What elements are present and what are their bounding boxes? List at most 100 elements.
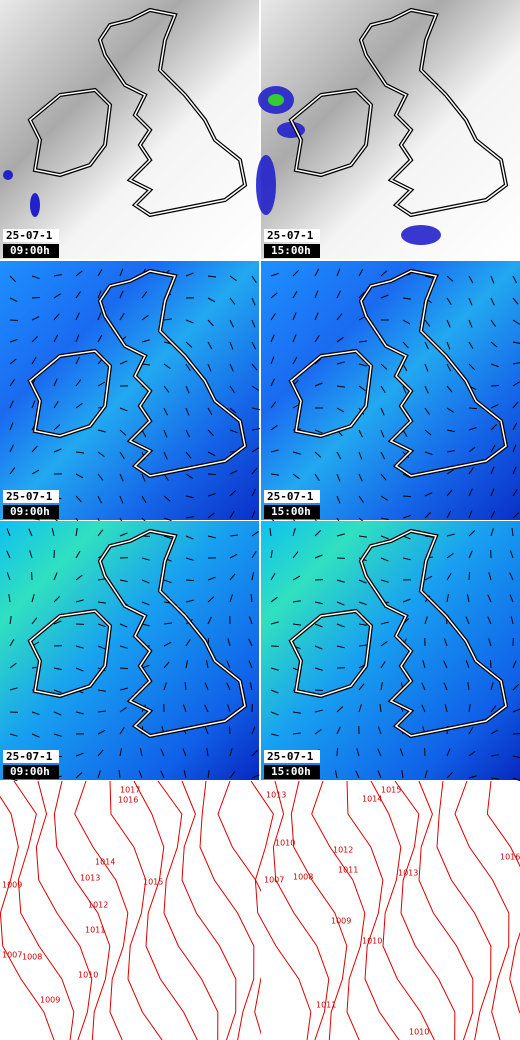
wind-arrow <box>468 363 475 371</box>
isobar-label: 1012 <box>333 846 353 855</box>
wind-arrow <box>336 579 345 583</box>
wind-arrow <box>207 493 216 497</box>
wind-arrow <box>97 290 102 299</box>
wind-arrow <box>53 620 62 625</box>
wind-arrow <box>251 726 256 735</box>
wind-arrow <box>446 771 453 779</box>
rain-cell <box>3 170 13 180</box>
wind-arrow <box>468 341 474 350</box>
wind-arrow <box>97 645 106 650</box>
wind-arrow <box>377 770 382 779</box>
wind-arrow <box>97 312 102 321</box>
isobar-label: 1008 <box>293 873 313 882</box>
wind-arrow <box>119 429 127 436</box>
wind-arrow <box>336 268 341 277</box>
wind-arrow <box>9 297 18 302</box>
isobar-label: 1015 <box>381 786 401 795</box>
wind-arrow <box>185 319 194 324</box>
wind-arrow <box>138 770 143 779</box>
wind-arrow <box>336 645 345 649</box>
wind-arrow <box>119 645 128 649</box>
wind-arrow <box>182 748 187 757</box>
wind-arrow <box>185 516 194 519</box>
wind-arrow <box>334 770 338 779</box>
wind-arrow <box>53 400 59 409</box>
wind-arrow <box>355 770 360 779</box>
wind-arrow <box>512 683 519 691</box>
wind-arrow <box>314 554 323 559</box>
wind-arrow <box>9 662 17 669</box>
wind-arrow <box>380 385 386 394</box>
wind-arrow <box>490 528 494 537</box>
wind-arrow <box>336 290 341 299</box>
wind-arrow <box>75 752 84 757</box>
isobar-label: 1007 <box>2 951 22 960</box>
wind-arrow <box>207 596 215 603</box>
wind-arrow <box>229 534 239 537</box>
wind-arrow <box>399 748 404 757</box>
wind-arrow <box>163 363 171 370</box>
wind-arrow <box>314 334 320 343</box>
wind-arrow <box>292 269 299 277</box>
wind-arrow <box>292 356 298 365</box>
wind-arrow <box>512 401 519 409</box>
wind-arrow <box>118 769 121 779</box>
wind-arrow <box>468 275 474 284</box>
wind-arrow <box>422 660 426 669</box>
wind-arrow <box>97 770 101 779</box>
wind-arrow <box>424 385 429 394</box>
wind-arrow <box>443 638 448 647</box>
wind-arrow <box>251 275 257 283</box>
wind-arrow <box>207 407 213 416</box>
wind-arrow <box>163 451 168 460</box>
wind-arrow <box>6 528 11 537</box>
wind-arrow <box>97 710 107 713</box>
wind-arrow <box>31 733 40 738</box>
wind-arrow <box>31 594 35 603</box>
wind-arrow <box>75 574 83 581</box>
wind-arrow <box>185 599 194 603</box>
wind-arrow <box>509 572 514 581</box>
isobar-label: 1008 <box>22 953 42 962</box>
date-label: 25-07-1 <box>6 490 53 503</box>
isobar-label: 1014 <box>95 858 115 867</box>
wind-arrow <box>251 297 256 306</box>
wind-arrow <box>487 616 492 625</box>
wind-arrow <box>446 363 452 372</box>
wind-arrow <box>468 775 477 779</box>
wind-arrow <box>468 750 476 757</box>
wind-arrow <box>251 363 258 371</box>
wind-arrow <box>443 660 448 669</box>
map-panel: 25-07-1 15:00h <box>261 521 520 782</box>
wind-arrow <box>446 469 455 475</box>
wind-arrow <box>6 572 11 581</box>
wind-arrow <box>248 638 253 647</box>
wind-arrow <box>292 732 301 735</box>
wind-arrow <box>358 683 365 691</box>
isobar-line <box>53 780 111 1040</box>
wind-arrow <box>380 429 385 438</box>
map-panel: 25-07-1 09:00h <box>0 521 260 782</box>
wind-arrow <box>314 645 323 650</box>
wind-arrow <box>402 557 411 561</box>
wind-arrow <box>292 623 301 626</box>
wind-arrow <box>270 449 279 453</box>
wind-arrow <box>184 681 187 691</box>
wind-arrow <box>207 473 217 476</box>
wind-arrow <box>402 515 411 519</box>
wind-arrow <box>9 638 15 647</box>
wind-arrow <box>249 682 253 691</box>
wind-arrow <box>97 749 104 757</box>
isobar-label: 1010 <box>275 839 295 848</box>
wind-arrow <box>446 275 454 282</box>
wind-arrow <box>251 510 256 519</box>
wind-arrow <box>292 290 298 299</box>
wind-arrow <box>251 467 258 475</box>
wind-arrow <box>336 726 341 735</box>
wind-arrow <box>53 689 62 694</box>
wind-arrow <box>51 528 55 537</box>
isobar-line <box>370 780 435 1040</box>
wind-arrow <box>314 382 323 387</box>
wind-arrow <box>97 473 104 481</box>
